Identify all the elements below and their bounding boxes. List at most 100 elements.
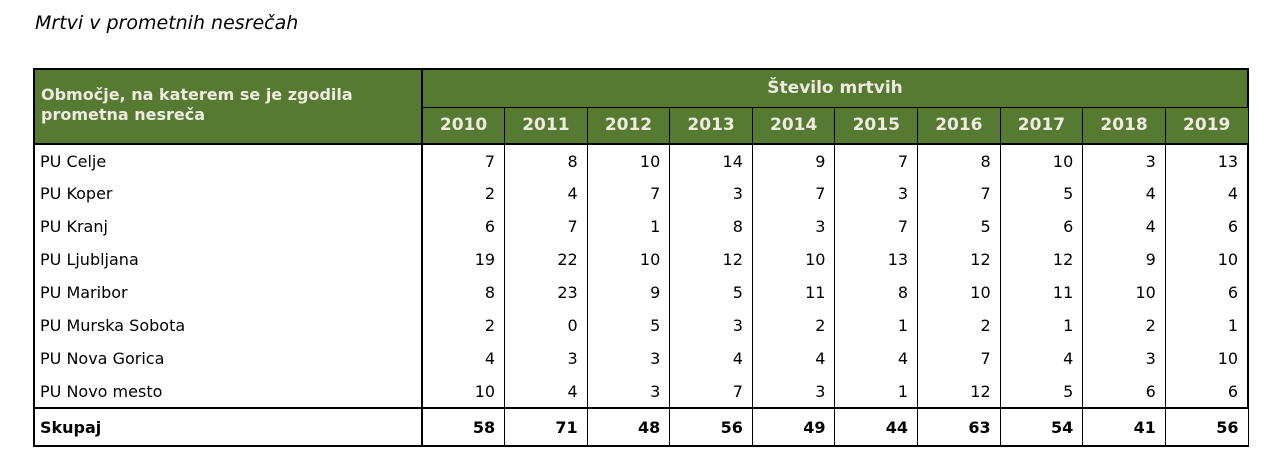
value-cell: 4 <box>1164 177 1250 210</box>
value-cell: 13 <box>1164 144 1250 177</box>
value-cell: 12 <box>917 243 1001 276</box>
year-header: 2013 <box>669 107 753 145</box>
value-cell: 13 <box>834 243 919 276</box>
value-cell: 2 <box>917 309 1001 342</box>
page-title: Mrtvi v prometnih nesrečah <box>35 12 299 34</box>
total-value-cell: 44 <box>834 407 919 447</box>
value-cell: 6 <box>1164 276 1250 309</box>
value-cell: 3 <box>751 375 836 408</box>
value-cell: 3 <box>834 177 919 210</box>
total-value-cell: 71 <box>504 407 588 447</box>
value-cell: 7 <box>421 144 506 177</box>
value-cell: 7 <box>504 210 588 243</box>
value-cell: 11 <box>999 276 1084 309</box>
value-cell: 9 <box>586 276 671 309</box>
value-cell: 9 <box>751 144 836 177</box>
total-value-cell: 49 <box>751 407 836 447</box>
value-cell: 5 <box>669 276 753 309</box>
total-label: Skupaj <box>33 407 423 447</box>
value-cell: 19 <box>421 243 506 276</box>
value-cell: 12 <box>999 243 1084 276</box>
year-header: 2017 <box>999 107 1084 145</box>
deaths-by-region-table: Območje, na katerem se je zgodila promet… <box>33 68 1250 447</box>
value-cell: 12 <box>669 243 753 276</box>
value-cell: 2 <box>421 309 506 342</box>
value-cell: 3 <box>1082 144 1166 177</box>
year-header: 2018 <box>1082 107 1166 145</box>
value-cell: 23 <box>504 276 588 309</box>
header-row-group: Območje, na katerem se je zgodila promet… <box>33 68 1250 145</box>
total-value-cell: 48 <box>586 407 671 447</box>
value-cell: 6 <box>1082 375 1166 408</box>
value-cell: 5 <box>586 309 671 342</box>
value-cell: 1 <box>1164 309 1250 342</box>
year-header: 2016 <box>917 107 1001 145</box>
value-cell: 3 <box>504 342 588 375</box>
value-cell: 3 <box>751 210 836 243</box>
value-cell: 1 <box>999 309 1084 342</box>
value-cell: 4 <box>504 375 588 408</box>
value-cell: 6 <box>1164 210 1250 243</box>
value-cell: 3 <box>586 375 671 408</box>
table-row: PU Maribor 8 23 9 5 11 8 10 11 10 6 <box>33 276 1250 309</box>
row-label: PU Novo mesto <box>33 375 423 408</box>
total-value-cell: 56 <box>669 407 753 447</box>
total-row: Skupaj 58 71 48 56 49 44 63 54 41 56 <box>33 407 1249 447</box>
total-value-cell: 63 <box>917 407 1001 447</box>
value-cell: 4 <box>1082 177 1166 210</box>
value-cell: 12 <box>917 375 1001 408</box>
value-cell: 14 <box>669 144 753 177</box>
header-row-years: 2010 2011 2012 2013 2014 2015 2016 2017 2018 2019 <box>34 107 1249 145</box>
value-cell: 4 <box>504 177 588 210</box>
table-row: PU Novo mesto 10 4 3 7 3 1 12 5 6 6 <box>33 375 1250 408</box>
value-cell: 11 <box>751 276 836 309</box>
group-header-number-of-deaths: Število mrtvih <box>420 68 1250 108</box>
row-label: PU Ljubljana <box>33 243 423 276</box>
value-cell: 10 <box>1164 342 1250 375</box>
deaths-table-container: Območje, na katerem se je zgodila promet… <box>33 68 1250 447</box>
year-header: 2019 <box>1164 107 1249 145</box>
corner-header-region: Območje, na katerem se je zgodila promet… <box>33 68 423 145</box>
value-cell: 4 <box>751 342 836 375</box>
value-cell: 5 <box>917 210 1001 243</box>
value-cell: 8 <box>669 210 753 243</box>
row-label: PU Kranj <box>33 210 423 243</box>
year-header: 2012 <box>586 107 671 145</box>
value-cell: 8 <box>917 144 1001 177</box>
value-cell: 10 <box>917 276 1001 309</box>
table-row: PU Kranj 6 7 1 8 3 7 5 6 4 6 <box>33 210 1250 243</box>
value-cell: 10 <box>751 243 836 276</box>
value-cell: 1 <box>834 375 919 408</box>
value-cell: 4 <box>1082 210 1166 243</box>
value-cell: 1 <box>586 210 671 243</box>
value-cell: 9 <box>1082 243 1166 276</box>
value-cell: 2 <box>421 177 506 210</box>
value-cell: 22 <box>504 243 588 276</box>
value-cell: 4 <box>999 342 1084 375</box>
table-row: PU Koper 2 4 7 3 7 3 7 5 4 4 <box>33 177 1250 210</box>
value-cell: 3 <box>1082 342 1166 375</box>
value-cell: 7 <box>917 177 1001 210</box>
table-row: PU Nova Gorica 4 3 3 4 4 4 7 4 3 10 <box>33 342 1250 375</box>
value-cell: 1 <box>834 309 919 342</box>
year-header: 2010 <box>421 107 506 145</box>
value-cell: 8 <box>504 144 588 177</box>
row-label: PU Murska Sobota <box>33 309 423 342</box>
value-cell: 7 <box>834 210 919 243</box>
value-cell: 10 <box>586 243 671 276</box>
table-row: PU Murska Sobota 2 0 5 3 2 1 2 1 2 1 <box>33 309 1250 342</box>
value-cell: 3 <box>669 309 753 342</box>
year-header: 2015 <box>834 107 919 145</box>
year-header: 2014 <box>751 107 836 145</box>
value-cell: 3 <box>586 342 671 375</box>
row-label: PU Celje <box>33 144 423 177</box>
total-value-cell: 54 <box>999 407 1084 447</box>
row-label: PU Maribor <box>33 276 423 309</box>
total-value-cell: 58 <box>421 407 506 447</box>
value-cell: 4 <box>834 342 919 375</box>
value-cell: 7 <box>586 177 671 210</box>
total-value-cell: 41 <box>1082 407 1166 447</box>
row-label: PU Koper <box>33 177 423 210</box>
value-cell: 8 <box>421 276 506 309</box>
value-cell: 8 <box>834 276 919 309</box>
